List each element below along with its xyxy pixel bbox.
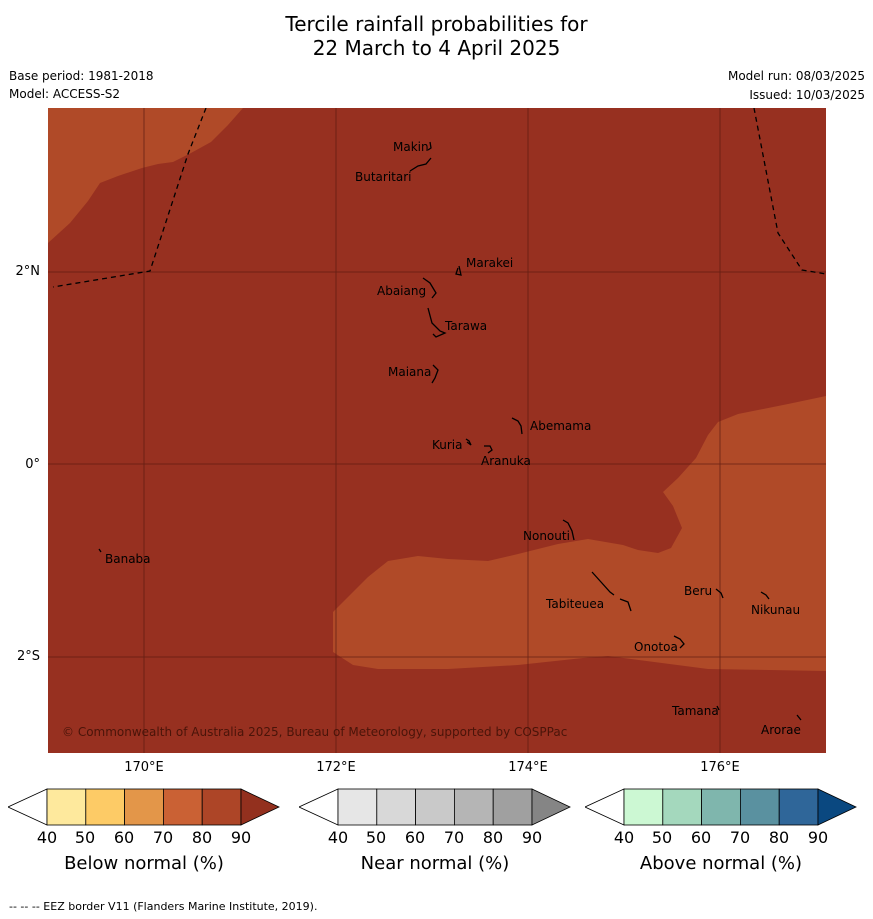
colorbar-box <box>46 788 87 826</box>
lat-label-2n: 2°N <box>15 264 41 279</box>
colorbar-near-title: Near normal (%) <box>360 853 510 874</box>
place-label-butaritari: Butaritari <box>355 170 412 184</box>
colorbar-below-title: Below normal (%) <box>64 853 224 874</box>
colorbar-box <box>162 788 203 826</box>
copyright-text: © Commonwealth of Australia 2025, Bureau… <box>62 725 567 739</box>
tamana-island <box>716 705 720 711</box>
place-label-aranuka: Aranuka <box>481 454 531 468</box>
beru-island <box>715 588 724 599</box>
base-period-text: Base period: 1981-2018 <box>9 69 154 83</box>
colorbar-box <box>778 788 819 826</box>
abaiang-island <box>422 277 437 299</box>
rainfall-probability-map: Makin Butaritari Marakei Abaiang Tarawa … <box>48 108 826 753</box>
colorbar-below-normal <box>8 788 280 826</box>
cb-below-tick-70: 70 <box>152 828 174 847</box>
makin-island <box>427 141 432 151</box>
colorbar-box <box>85 788 126 826</box>
cb-below-tick-50: 50 <box>74 828 96 847</box>
lat-label-2s: 2°S <box>16 649 40 664</box>
kuria-island <box>465 438 472 446</box>
colorbar-box <box>701 788 741 826</box>
colorbar-above-normal <box>585 788 857 826</box>
cb-near-tick-80: 80 <box>482 828 504 847</box>
banaba-island <box>98 548 102 553</box>
aranuka-island <box>484 445 493 454</box>
onotoa-island <box>673 635 685 649</box>
issued-text: Issued: 10/03/2025 <box>749 88 865 102</box>
model-text: Model: ACCESS-S2 <box>9 87 121 101</box>
place-label-maiana: Maiana <box>388 365 431 379</box>
lon-label-172e: 172°E <box>316 760 356 775</box>
eez-border-note: -- -- -- EEZ border V11 (Flanders Marine… <box>9 900 318 913</box>
colorbar-box <box>623 788 664 826</box>
place-label-nikunau: Nikunau <box>751 603 800 617</box>
place-label-nonouti: Nonouti <box>523 529 570 543</box>
colorbar-box <box>415 788 455 826</box>
abemama-island <box>511 417 523 435</box>
colorbar-box <box>739 788 780 826</box>
cb-near-tick-40: 40 <box>327 828 349 847</box>
nikunau-island <box>760 591 770 600</box>
place-label-makin: Makin <box>393 140 429 154</box>
colorbar-box <box>453 788 494 826</box>
tabiteuea-island <box>591 571 632 612</box>
place-label-onotoa: Onotoa <box>634 640 678 654</box>
cb-near-tick-60: 60 <box>404 828 426 847</box>
cb-near-tick-90: 90 <box>521 828 543 847</box>
arorae-island <box>796 714 802 721</box>
colorbar-under-triangle <box>8 788 48 826</box>
maiana-island <box>431 364 439 384</box>
cb-above-tick-70: 70 <box>729 828 751 847</box>
butaritari-island <box>409 157 432 172</box>
place-label-marakei: Marakei <box>466 256 513 270</box>
place-label-tamana: Tamana <box>671 704 719 718</box>
place-label-beru: Beru <box>684 584 712 598</box>
marakei-island <box>455 265 462 276</box>
nonouti-island <box>562 519 575 541</box>
model-run-text: Model run: 08/03/2025 <box>727 69 865 83</box>
place-label-tabiteuea: Tabiteuea <box>545 597 604 611</box>
cb-below-tick-40: 40 <box>36 828 58 847</box>
colorbar-over-triangle <box>817 788 857 826</box>
cb-below-tick-60: 60 <box>113 828 135 847</box>
cb-near-tick-70: 70 <box>443 828 465 847</box>
map-title-line1: Tercile rainfall probabilities for <box>285 12 588 36</box>
lat-label-0: 0° <box>25 457 40 472</box>
cb-above-tick-80: 80 <box>768 828 790 847</box>
colorbar-above-title: Above normal (%) <box>639 853 803 874</box>
colorbar-under-triangle <box>585 788 625 826</box>
colorbar-box <box>492 788 533 826</box>
below-normal-80-region-se <box>333 396 826 671</box>
place-label-tarawa: Tarawa <box>444 319 487 333</box>
eez-border-lines <box>52 108 826 288</box>
colorbar-over-triangle <box>531 788 571 826</box>
cb-below-tick-80: 80 <box>191 828 213 847</box>
place-label-arorae: Arorae <box>761 723 801 737</box>
colorbar-box <box>337 788 378 826</box>
colorbar-box <box>124 788 164 826</box>
colorbar-near-normal <box>299 788 571 826</box>
place-label-abemama: Abemama <box>530 419 591 433</box>
lon-label-176e: 176°E <box>700 760 740 775</box>
cb-above-tick-60: 60 <box>690 828 712 847</box>
lon-label-170e: 170°E <box>124 760 164 775</box>
cb-above-tick-40: 40 <box>613 828 635 847</box>
place-label-abaiang: Abaiang <box>377 284 426 298</box>
cb-below-tick-90: 90 <box>230 828 252 847</box>
colorbar-under-triangle <box>299 788 339 826</box>
map-title-line2: 22 March to 4 April 2025 <box>312 36 561 60</box>
island-outlines <box>98 141 802 721</box>
colorbar-over-triangle <box>240 788 280 826</box>
below-normal-80-region-nw <box>48 108 243 243</box>
cb-near-tick-50: 50 <box>365 828 387 847</box>
tarawa-island <box>427 307 447 338</box>
place-label-kuria: Kuria <box>432 438 463 452</box>
cb-above-tick-90: 90 <box>807 828 829 847</box>
lon-label-174e: 174°E <box>508 760 548 775</box>
place-label-banaba: Banaba <box>105 552 151 566</box>
colorbar-box <box>662 788 703 826</box>
colorbar-box <box>201 788 242 826</box>
cb-above-tick-50: 50 <box>651 828 673 847</box>
colorbar-box <box>376 788 417 826</box>
